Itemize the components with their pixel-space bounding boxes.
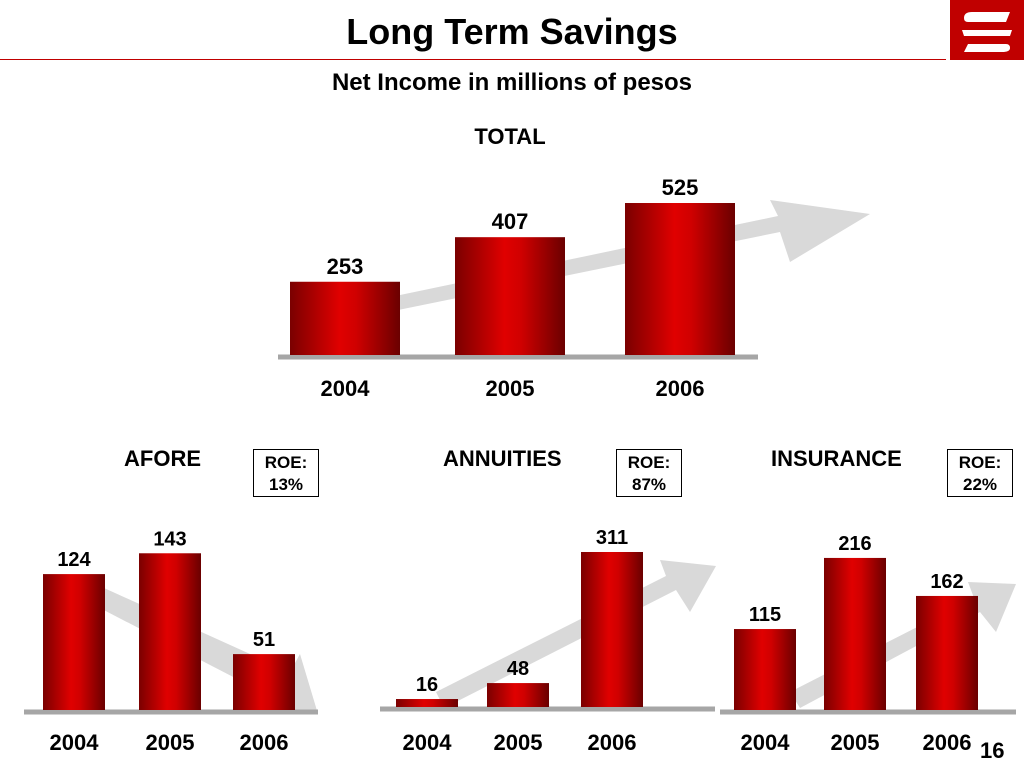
x-tick-label: 2004 [321,376,371,401]
bar [43,574,105,710]
roe-label: ROE: [958,453,1002,472]
x-tick-label: 2006 [240,730,289,755]
roe-label: ROE: [264,453,308,472]
page-number: 16 [980,738,1005,763]
title-divider [0,59,946,60]
data-label: 407 [492,209,529,234]
x-tick-label: 2004 [403,730,453,755]
x-tick-label: 2004 [50,730,100,755]
bar [625,203,735,355]
afore-chart-title: AFORE [124,446,201,471]
bar [455,237,565,355]
insurance-chart-title: INSURANCE [771,446,902,471]
roe-value: 87% [631,475,667,494]
x-tick-label: 2005 [146,730,195,755]
x-tick-label: 2004 [741,730,791,755]
bar [824,557,886,710]
annuities-chart-title: ANNUITIES [443,446,562,471]
bank-logo-icon [950,0,1024,60]
bar [916,595,978,710]
bar [396,699,458,707]
data-label: 124 [57,549,91,571]
roe-label: ROE: [627,453,671,472]
roe-value: 22% [962,475,998,494]
trend-arrow-icon [436,560,716,708]
bar [487,683,549,707]
afore-roe-badge: ROE: 13% [253,449,319,497]
x-tick-label: 2006 [923,730,972,755]
data-label: 253 [327,254,364,279]
data-label: 525 [662,175,699,200]
bar [581,551,643,707]
page-title: Long Term Savings [346,11,678,52]
bar [233,654,295,710]
bar [734,629,796,710]
data-label: 216 [838,533,871,555]
page-subtitle: Net Income in millions of pesos [331,69,693,96]
data-label: 115 [749,604,781,626]
data-label: 162 [930,571,963,593]
total-chart-title: TOTAL [474,124,546,149]
data-label: 143 [153,528,186,550]
x-tick-label: 2005 [486,376,535,401]
data-label: 51 [253,629,275,651]
bar [139,553,201,710]
x-tick-label: 2006 [588,730,637,755]
x-tick-label: 2005 [831,730,880,755]
x-tick-label: 2005 [494,730,543,755]
roe-value: 13% [268,475,304,494]
data-label: 311 [596,527,628,549]
bar [290,281,400,355]
annuities-roe-badge: ROE: 87% [616,449,682,497]
data-label: 48 [507,658,529,680]
trend-arrow-icon [790,582,1016,708]
data-label: 16 [416,674,438,696]
x-tick-label: 2006 [656,376,705,401]
insurance-roe-badge: ROE: 22% [947,449,1013,497]
